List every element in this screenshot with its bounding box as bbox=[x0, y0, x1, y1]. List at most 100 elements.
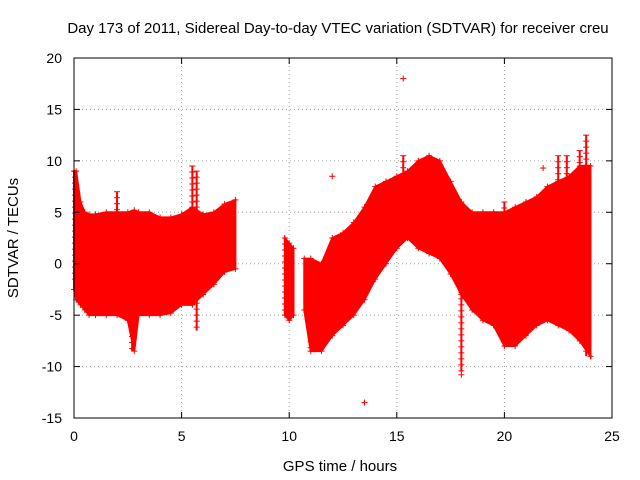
edge-marker bbox=[135, 209, 142, 216]
edge-marker bbox=[415, 245, 422, 252]
data-band-0 bbox=[73, 170, 237, 352]
edge-marker bbox=[307, 255, 314, 262]
edge-marker bbox=[290, 245, 297, 252]
edge-marker bbox=[157, 214, 164, 221]
edge-marker bbox=[393, 173, 400, 180]
edge-marker bbox=[329, 235, 336, 241]
edge-marker bbox=[522, 332, 529, 339]
edge-marker bbox=[286, 240, 293, 247]
edge-marker bbox=[544, 183, 551, 190]
edge-marker bbox=[81, 307, 88, 313]
edge-marker bbox=[426, 152, 433, 159]
data-spike bbox=[400, 155, 407, 223]
edge-marker bbox=[415, 157, 422, 164]
edge-marker bbox=[490, 209, 497, 216]
outlier-point bbox=[458, 371, 465, 378]
data-spike bbox=[458, 232, 465, 372]
edge-marker bbox=[393, 245, 400, 252]
edge-marker bbox=[469, 209, 476, 216]
axis-ticks: 0 5 10 15 20 25 -15 -10 -5 0 5 10 15 20 bbox=[42, 50, 620, 444]
edge-marker bbox=[555, 322, 562, 329]
edge-marker bbox=[92, 312, 99, 319]
edge-marker bbox=[200, 211, 207, 218]
x-tick-label: 10 bbox=[281, 428, 297, 444]
edge-marker bbox=[114, 312, 121, 319]
x-axis-label: GPS time / hours bbox=[283, 458, 397, 475]
data-spike bbox=[129, 222, 136, 352]
edge-marker bbox=[587, 353, 594, 360]
edge-marker bbox=[447, 178, 454, 185]
data-spike bbox=[576, 150, 583, 341]
edge-marker bbox=[436, 255, 443, 262]
data-spike bbox=[555, 155, 562, 321]
edge-marker bbox=[81, 209, 88, 216]
edge-marker bbox=[447, 271, 454, 277]
y-tick-label: -15 bbox=[42, 410, 62, 426]
edge-marker bbox=[372, 183, 379, 190]
edge-marker bbox=[221, 201, 228, 208]
edge-marker bbox=[544, 317, 551, 324]
edge-marker bbox=[146, 312, 153, 319]
x-tick-label: 0 bbox=[70, 428, 78, 444]
edge-marker bbox=[86, 312, 93, 319]
edge-marker bbox=[318, 348, 325, 355]
edge-marker bbox=[103, 209, 110, 216]
edge-marker bbox=[124, 209, 131, 216]
edge-marker bbox=[350, 312, 357, 319]
y-tick-label: -5 bbox=[50, 307, 63, 323]
edge-marker bbox=[167, 310, 174, 317]
edge-marker bbox=[458, 199, 465, 205]
edge-marker bbox=[290, 312, 297, 319]
edge-marker bbox=[178, 301, 185, 308]
edge-marker bbox=[232, 265, 239, 272]
y-tick-label: 5 bbox=[54, 204, 62, 220]
edge-marker bbox=[77, 301, 84, 308]
x-tick-label: 20 bbox=[497, 428, 513, 444]
edge-marker bbox=[329, 332, 336, 339]
edge-marker bbox=[512, 204, 519, 211]
edge-marker bbox=[383, 260, 390, 267]
y-tick-label: 15 bbox=[46, 101, 62, 117]
y-axis-label: SDTVAR / TECUs bbox=[5, 178, 22, 298]
edge-marker bbox=[178, 211, 185, 218]
edge-marker bbox=[135, 312, 142, 319]
edge-marker bbox=[232, 196, 239, 203]
edge-marker bbox=[383, 178, 390, 185]
data-series bbox=[71, 75, 594, 406]
outlier-point bbox=[329, 173, 336, 180]
edge-marker bbox=[200, 291, 207, 298]
data-spike bbox=[333, 252, 340, 295]
edge-marker bbox=[469, 307, 476, 313]
edge-marker bbox=[103, 312, 110, 319]
edge-marker bbox=[490, 322, 497, 329]
edge-marker bbox=[301, 255, 308, 262]
edge-marker bbox=[340, 322, 346, 329]
edge-marker bbox=[167, 214, 174, 221]
edge-marker bbox=[77, 199, 84, 205]
y-tick-label: 20 bbox=[46, 50, 62, 66]
outlier-point bbox=[540, 165, 547, 172]
data-spike bbox=[193, 170, 200, 331]
edge-marker bbox=[361, 296, 368, 303]
edge-marker bbox=[210, 281, 217, 288]
data-spike bbox=[281, 237, 288, 316]
data-spike bbox=[501, 201, 508, 347]
edge-marker bbox=[350, 219, 357, 226]
y-tick-label: 10 bbox=[46, 153, 62, 169]
edge-marker bbox=[512, 343, 519, 349]
data-spike bbox=[563, 155, 570, 326]
edge-marker bbox=[86, 211, 93, 218]
edge-marker bbox=[522, 199, 529, 205]
edge-marker bbox=[404, 235, 411, 241]
edge-marker bbox=[426, 250, 433, 257]
edge-marker bbox=[587, 163, 594, 169]
data-spike bbox=[583, 134, 590, 357]
edge-marker bbox=[221, 268, 228, 275]
edge-marker bbox=[404, 168, 411, 175]
data-spike bbox=[114, 191, 121, 310]
x-tick-label: 5 bbox=[178, 428, 186, 444]
edge-marker bbox=[301, 307, 308, 313]
data-spike bbox=[189, 165, 196, 305]
y-tick-label: -10 bbox=[42, 359, 62, 375]
